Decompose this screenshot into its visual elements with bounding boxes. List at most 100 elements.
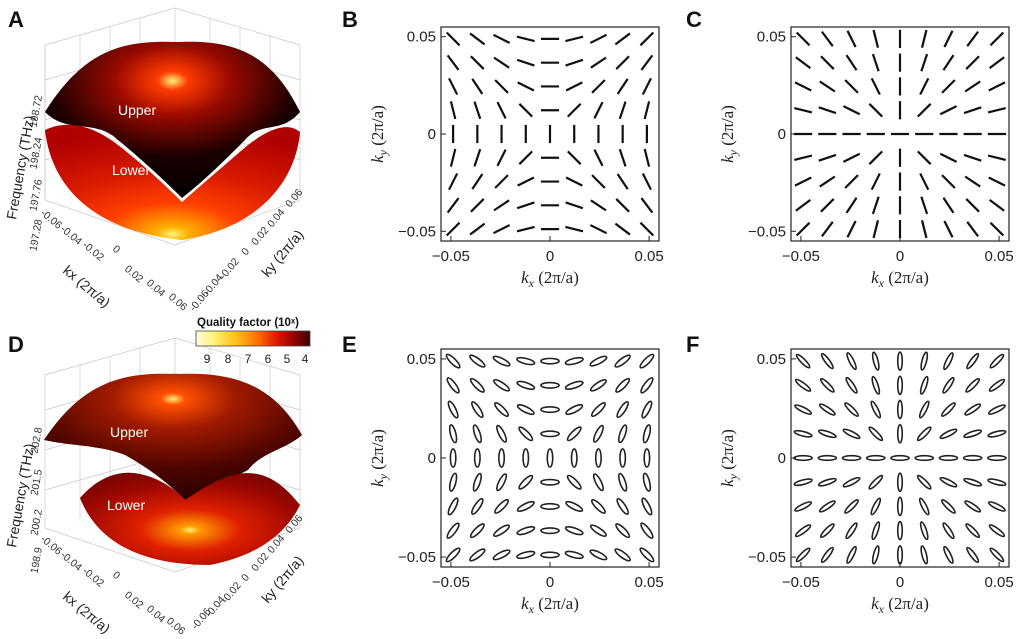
polarization-line bbox=[615, 198, 630, 213]
polarization-line bbox=[845, 197, 858, 214]
polarization-ellipse bbox=[870, 400, 882, 419]
polarization-line bbox=[614, 222, 631, 236]
polarization-line bbox=[518, 103, 533, 118]
polarization-line bbox=[988, 81, 1006, 92]
polarization-line bbox=[518, 150, 533, 165]
polarization-ellipse bbox=[564, 356, 584, 366]
panel-a-ztick: 198.72 bbox=[28, 94, 45, 128]
polarization-line bbox=[565, 176, 583, 187]
polarization-line bbox=[445, 31, 461, 47]
polarization-line bbox=[591, 79, 606, 94]
panel-a-kx-tick: 0 bbox=[110, 243, 122, 256]
polarization-ellipse bbox=[966, 352, 980, 370]
polarization-ellipse bbox=[918, 497, 930, 516]
panel-c-xtick-label: −0.05 bbox=[782, 248, 820, 265]
polarization-ellipse bbox=[871, 375, 881, 395]
polarization-line bbox=[939, 105, 958, 116]
polarization-ellipse bbox=[446, 522, 460, 539]
polarization-ellipse bbox=[962, 454, 983, 462]
polarization-line bbox=[590, 199, 607, 212]
polarization-ellipse bbox=[938, 454, 959, 462]
polarization-ellipse bbox=[817, 477, 837, 487]
polarization-line bbox=[794, 106, 813, 114]
polarization-line bbox=[640, 197, 654, 214]
polarization-line bbox=[614, 32, 631, 46]
polarization-line bbox=[639, 31, 655, 47]
polarization-ellipse bbox=[516, 550, 536, 560]
polarization-line bbox=[795, 56, 812, 69]
polarization-ellipse bbox=[516, 404, 535, 416]
polarization-line bbox=[844, 174, 859, 189]
polarization-ellipse bbox=[870, 497, 882, 516]
polarization-line bbox=[845, 54, 858, 71]
panel-e-frame bbox=[440, 348, 660, 568]
colorbar-title: Quality factor (10ˣ) bbox=[197, 317, 299, 329]
polarization-ellipse bbox=[619, 448, 627, 468]
polarization-ellipse bbox=[516, 526, 536, 536]
polarization-ellipse bbox=[865, 454, 886, 462]
polarization-ellipse bbox=[914, 454, 935, 462]
polarization-ellipse bbox=[641, 497, 653, 516]
panel-e-ytick-label: 0 bbox=[428, 450, 436, 467]
panel-a-kx-tick: -0.02 bbox=[80, 239, 106, 264]
colorbar-tick: 6 bbox=[265, 352, 272, 366]
polarization-line bbox=[941, 174, 956, 189]
polarization-ellipse bbox=[794, 501, 813, 512]
polarization-ellipse bbox=[540, 527, 560, 535]
panel-d-ztick: 200.2 bbox=[29, 508, 45, 536]
colorbar-tick: 9 bbox=[204, 352, 211, 366]
polarization-line bbox=[794, 81, 812, 92]
polarization-line bbox=[615, 55, 630, 70]
polarization-ellipse bbox=[845, 522, 858, 540]
polarization-ellipse bbox=[793, 454, 813, 462]
panel-d-upper-surface bbox=[44, 373, 302, 500]
polarization-line bbox=[517, 81, 535, 92]
panel-a-kx-label: kx (2π/a) bbox=[60, 262, 113, 310]
polarization-ellipse bbox=[817, 429, 837, 439]
polarization-ellipse bbox=[868, 426, 884, 442]
polarization-ellipse bbox=[496, 424, 508, 443]
polarization-line bbox=[872, 29, 880, 48]
panel-d-ztick: 198.9 bbox=[29, 546, 45, 574]
polarization-ellipse bbox=[641, 400, 653, 419]
polarization-ellipse bbox=[589, 379, 607, 392]
polarization-ellipse bbox=[964, 500, 982, 513]
polarization-ellipse bbox=[794, 404, 813, 415]
polarization-ellipse bbox=[819, 377, 835, 393]
polarization-ellipse bbox=[916, 426, 932, 442]
polarization-ellipse bbox=[615, 377, 631, 393]
polarization-line bbox=[565, 225, 584, 233]
polarization-line bbox=[966, 221, 979, 238]
polarization-line bbox=[493, 56, 510, 69]
polarization-line bbox=[589, 33, 608, 44]
polarization-line bbox=[616, 78, 629, 95]
polarization-ellipse bbox=[566, 426, 582, 442]
polarization-ellipse bbox=[448, 472, 458, 492]
polarization-ellipse bbox=[871, 351, 880, 371]
polarization-ellipse bbox=[890, 454, 910, 462]
panel-d-ztick: 202.8 bbox=[29, 426, 45, 454]
polarization-ellipse bbox=[942, 522, 955, 540]
polarization-ellipse bbox=[989, 353, 1005, 369]
polarization-ellipse bbox=[618, 472, 628, 492]
polarization-ellipse bbox=[471, 401, 484, 419]
polarization-ellipse bbox=[987, 478, 1007, 487]
polarization-line bbox=[943, 220, 954, 238]
polarization-line bbox=[471, 173, 484, 190]
panel-letter-c: C bbox=[686, 7, 702, 32]
polarization-line bbox=[449, 101, 457, 120]
polarization-line bbox=[819, 80, 836, 93]
polarization-line bbox=[492, 33, 511, 44]
panel-b-ytick-label: −0.05 bbox=[398, 223, 436, 240]
polarization-ellipse bbox=[639, 547, 655, 563]
polarization-line bbox=[821, 221, 834, 238]
polarization-line bbox=[496, 101, 507, 119]
polarization-line bbox=[842, 152, 861, 163]
polarization-ellipse bbox=[564, 380, 584, 390]
panel-b-polarization-plot: −0.05 0 0.05 0.05 0 −0.05 kx (2π/a) ky (2π/a) bbox=[368, 26, 664, 290]
polarization-ellipse bbox=[941, 402, 956, 417]
panel-f-y-axis-label: ky (2π/a) bbox=[718, 429, 740, 487]
polarization-ellipse bbox=[920, 351, 929, 371]
panel-c-xtick-label: 0.05 bbox=[984, 248, 1013, 265]
polarization-ellipse bbox=[965, 523, 981, 539]
